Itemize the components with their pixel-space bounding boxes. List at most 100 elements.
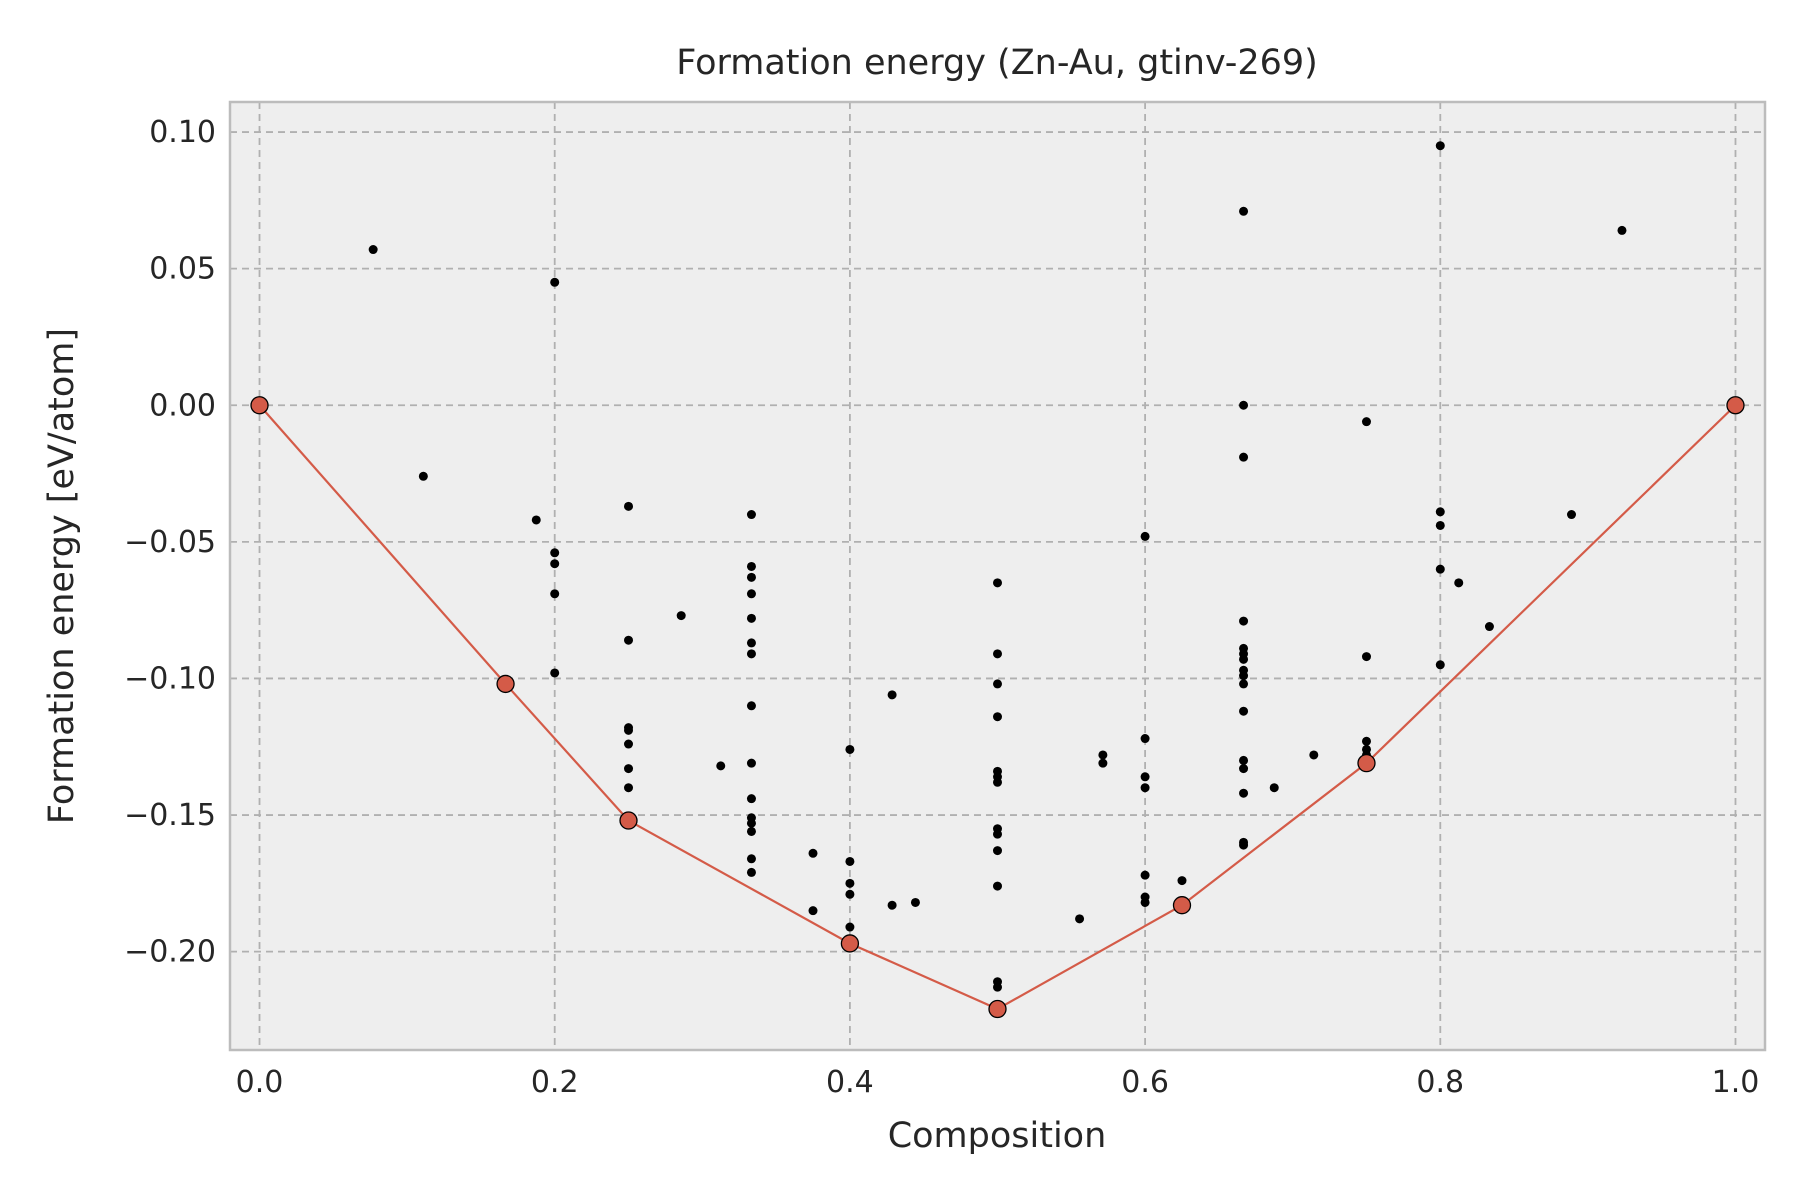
y-tick-label: 0.10 bbox=[149, 115, 216, 150]
structure-point bbox=[993, 982, 1002, 992]
structure-point bbox=[676, 611, 686, 621]
x-axis-label: Composition bbox=[888, 1116, 1107, 1156]
structure-point bbox=[1309, 750, 1319, 760]
x-tick-label: 0.6 bbox=[1121, 1065, 1169, 1100]
structure-point bbox=[993, 846, 1002, 856]
hull-point bbox=[988, 999, 1007, 1019]
structure-point bbox=[1361, 652, 1371, 662]
y-axis-label: Formation energy [eV/atom] bbox=[42, 328, 82, 824]
x-tick-label: 0.2 bbox=[531, 1065, 579, 1100]
structure-point bbox=[716, 761, 726, 771]
grid bbox=[230, 102, 1765, 1050]
structure-point bbox=[1484, 622, 1494, 632]
y-tick-label: −0.10 bbox=[124, 661, 216, 696]
structure-point bbox=[624, 739, 634, 749]
structure-point bbox=[368, 245, 378, 255]
structure-point bbox=[1140, 734, 1150, 744]
hull-points bbox=[250, 396, 1745, 1019]
structure-point bbox=[746, 510, 756, 520]
x-tick-label: 0.8 bbox=[1416, 1065, 1464, 1100]
structure-point bbox=[1239, 679, 1249, 689]
hull-point bbox=[496, 674, 515, 694]
structure-point bbox=[1617, 225, 1627, 235]
structure-point bbox=[550, 277, 560, 287]
structure-point bbox=[1435, 520, 1445, 530]
structure-point bbox=[624, 501, 634, 511]
structure-point bbox=[624, 764, 634, 774]
y-tick-label: −0.15 bbox=[124, 798, 216, 833]
structure-point bbox=[1239, 400, 1249, 410]
structure-point bbox=[624, 725, 634, 735]
structure-point bbox=[887, 900, 897, 910]
structure-point bbox=[1239, 764, 1249, 774]
x-axis-ticks: 0.0 0.2 0.4 0.6 0.8 1.0 bbox=[236, 1065, 1760, 1100]
structure-point bbox=[1435, 660, 1445, 670]
structure-point bbox=[1239, 654, 1249, 664]
structure-point bbox=[845, 889, 855, 899]
structure-point bbox=[845, 856, 855, 866]
structure-point bbox=[746, 589, 756, 599]
structure-point bbox=[1435, 564, 1445, 574]
structure-point bbox=[993, 578, 1002, 588]
structure-point bbox=[1567, 510, 1577, 520]
structure-point bbox=[845, 922, 855, 932]
convex-hull-series bbox=[258, 404, 1737, 1011]
structure-point bbox=[1239, 706, 1249, 716]
structure-point bbox=[887, 690, 897, 700]
structure-point bbox=[746, 758, 756, 768]
structure-point bbox=[746, 701, 756, 711]
structure-point bbox=[1361, 417, 1371, 427]
structure-point bbox=[1140, 772, 1150, 782]
structure-point bbox=[910, 897, 920, 907]
y-tick-label: −0.20 bbox=[124, 935, 216, 970]
structure-point bbox=[1435, 141, 1445, 151]
plot-area bbox=[230, 102, 1765, 1050]
structure-point bbox=[1454, 578, 1464, 588]
structure-point bbox=[1239, 616, 1249, 626]
structure-point bbox=[808, 906, 818, 916]
hull-point bbox=[1726, 396, 1745, 415]
structure-point bbox=[746, 854, 756, 864]
structure-point bbox=[550, 589, 560, 599]
structure-point bbox=[1098, 750, 1108, 760]
structure-point bbox=[1140, 531, 1150, 541]
structure-point bbox=[808, 848, 818, 858]
structure-point bbox=[746, 794, 756, 804]
plot-frame bbox=[228, 100, 1767, 1052]
structure-point bbox=[746, 867, 756, 877]
structure-point bbox=[746, 818, 756, 828]
structure-point bbox=[418, 471, 428, 481]
structure-point bbox=[746, 826, 756, 836]
structure-points-series bbox=[368, 141, 1627, 992]
hull-point bbox=[619, 811, 638, 830]
structure-point bbox=[1239, 452, 1249, 462]
structure-point bbox=[1177, 876, 1187, 886]
structure-point bbox=[993, 712, 1002, 722]
structure-point bbox=[1098, 758, 1108, 768]
structure-point bbox=[1075, 914, 1085, 924]
hull-point bbox=[1357, 753, 1376, 773]
structure-point bbox=[624, 635, 634, 645]
structure-point bbox=[993, 881, 1002, 891]
structure-point bbox=[993, 649, 1002, 659]
structure-point bbox=[1140, 783, 1150, 793]
y-axis-ticks: 0.10 0.05 0.00 −0.05 −0.10 −0.15 −0.20 bbox=[124, 115, 216, 970]
structure-point bbox=[1239, 840, 1249, 850]
structure-point bbox=[1239, 788, 1249, 798]
structure-point bbox=[845, 878, 855, 888]
structure-point bbox=[746, 561, 756, 571]
structure-point bbox=[1435, 507, 1445, 517]
x-tick-label: 1.0 bbox=[1712, 1065, 1760, 1100]
structure-point bbox=[746, 572, 756, 582]
structure-point bbox=[845, 744, 855, 754]
structure-point bbox=[1361, 736, 1371, 746]
structure-point bbox=[550, 668, 560, 678]
structure-point bbox=[624, 783, 634, 793]
x-tick-label: 0.4 bbox=[826, 1065, 874, 1100]
y-tick-label: 0.00 bbox=[149, 388, 216, 423]
x-tick-label: 0.0 bbox=[236, 1065, 284, 1100]
structure-point bbox=[746, 649, 756, 659]
chart-title: Formation energy (Zn-Au, gtinv-269) bbox=[676, 43, 1318, 83]
structure-point bbox=[993, 829, 1002, 839]
